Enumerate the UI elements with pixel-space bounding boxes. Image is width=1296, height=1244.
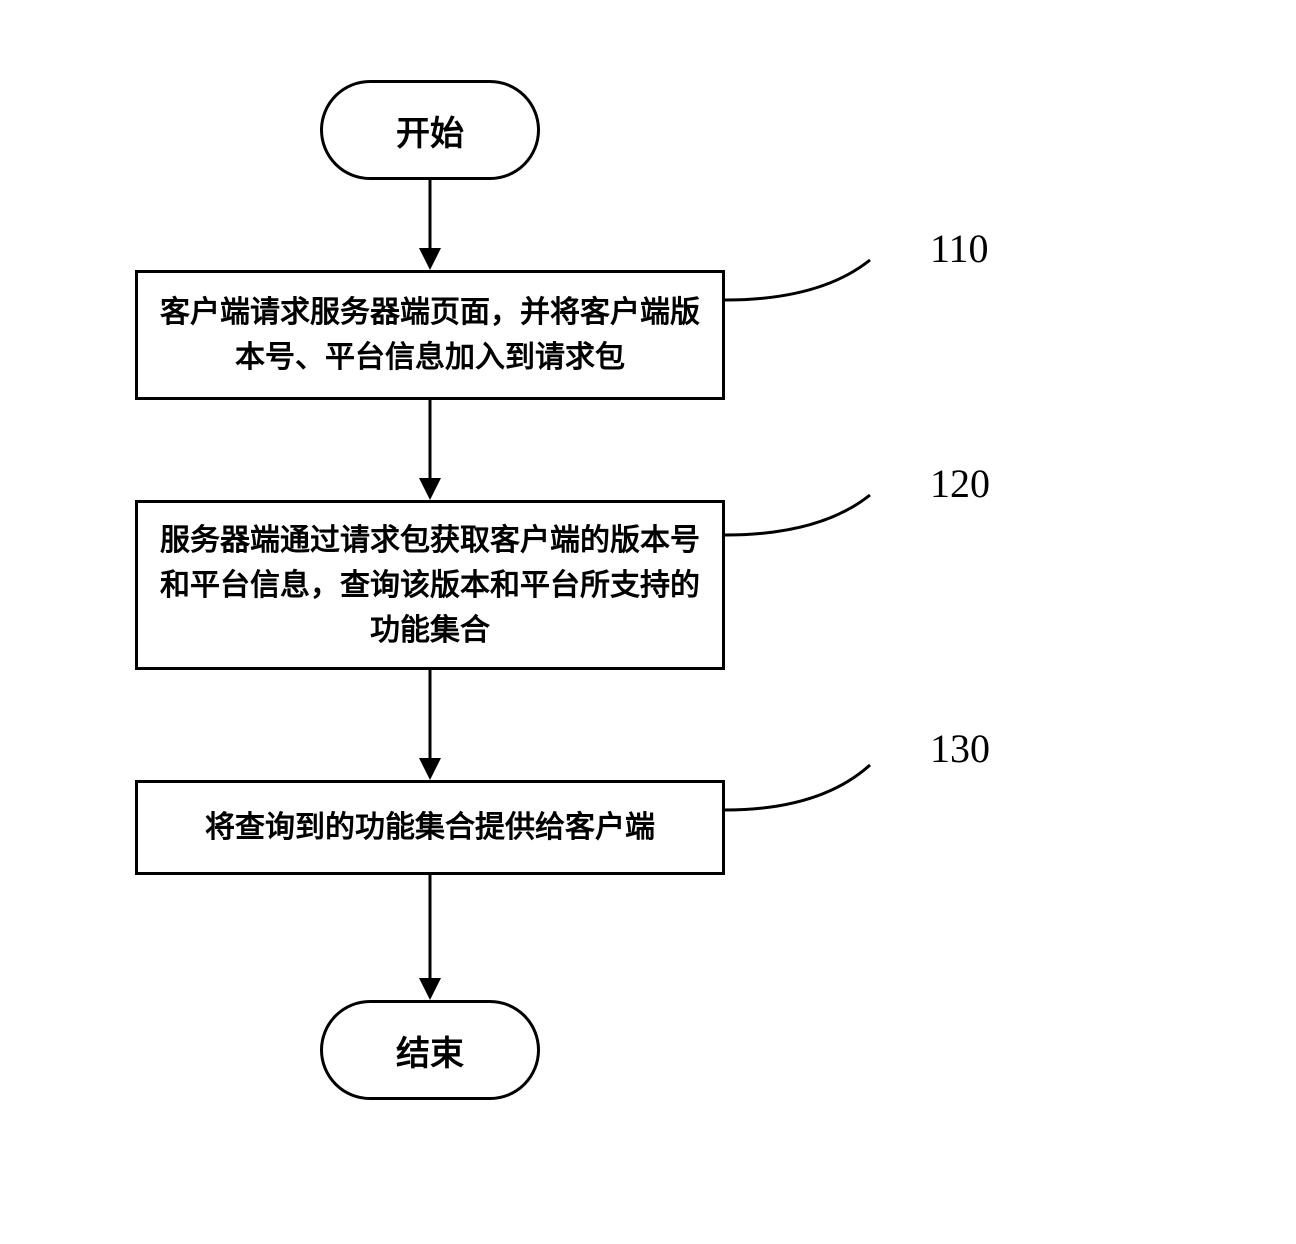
callout-label-110: 110 [930,225,989,272]
callout-label-120: 120 [930,460,990,507]
flowchart-canvas: 开始 客户端请求服务器端页面，并将客户端版本号、平台信息加入到请求包 服务器端通… [0,0,1296,1244]
callout-lines [0,0,1296,1244]
callout-label-130: 130 [930,725,990,772]
